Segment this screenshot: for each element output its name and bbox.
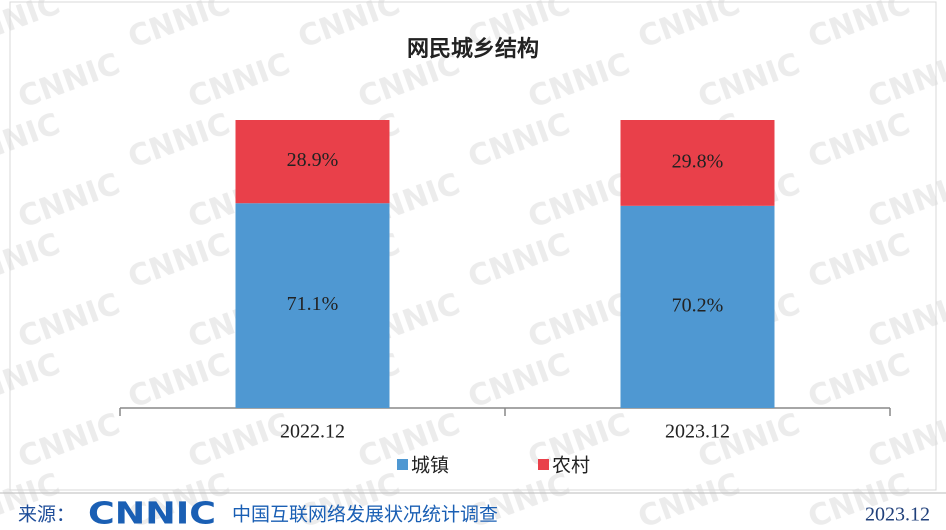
- watermark: CNNIC: [184, 47, 295, 116]
- legend-label: 城镇: [411, 455, 449, 477]
- bar-segment: [235, 203, 390, 408]
- watermark: CNNIC: [184, 407, 295, 476]
- legend-label: 农村: [552, 455, 590, 477]
- watermark: CNNIC: [634, 0, 745, 56]
- legend-swatch: [538, 459, 549, 470]
- watermark: CNNIC: [804, 0, 915, 56]
- watermark: CNNIC: [864, 167, 946, 236]
- watermark: CNNIC: [634, 467, 745, 530]
- x-tick-label: 2023.12: [665, 421, 730, 443]
- watermark: CNNIC: [464, 107, 575, 176]
- footer-logo: CNNIC: [88, 497, 216, 530]
- watermark: CNNIC: [524, 47, 635, 116]
- watermark: CNNIC: [804, 107, 915, 176]
- watermark: CNNIC: [864, 47, 946, 116]
- footer-source: 来源：: [18, 504, 75, 526]
- watermark: CNNIC: [124, 107, 235, 176]
- chart-title: 网民城乡结构: [407, 36, 539, 62]
- x-tick-label: 2022.12: [280, 421, 345, 443]
- footer-date: 2023.12: [865, 504, 930, 526]
- watermark: CNNIC: [124, 0, 235, 56]
- chart-frame: [9, 1, 937, 491]
- legend-swatch: [397, 459, 408, 470]
- data-label: 70.2%: [672, 295, 724, 317]
- watermark: CNNIC: [464, 347, 575, 416]
- watermark: CNNIC: [14, 287, 125, 356]
- bar-segment: [620, 120, 775, 206]
- data-label: 28.9%: [287, 149, 339, 171]
- watermark: CNNIC: [124, 227, 235, 296]
- watermark: CNNIC: [124, 347, 235, 416]
- watermark: CNNIC: [694, 47, 805, 116]
- watermark: CNNIC: [524, 167, 635, 236]
- data-label: 71.1%: [287, 293, 339, 315]
- watermark: CNNIC: [294, 0, 405, 56]
- watermark: CNNIC: [804, 347, 915, 416]
- bar-segment: [620, 205, 775, 408]
- watermark: CNNIC: [524, 287, 635, 356]
- watermark: CNNIC: [804, 227, 915, 296]
- watermark: CNNIC: [864, 407, 946, 476]
- watermark: CNNIC: [14, 167, 125, 236]
- footer-org: 中国互联网络发展状况统计调查: [232, 504, 498, 526]
- watermark: CNNIC: [14, 407, 125, 476]
- watermark: CNNIC: [464, 227, 575, 296]
- data-label: 29.8%: [672, 151, 724, 173]
- watermark: CNNIC: [14, 47, 125, 116]
- bar-segment: [235, 120, 390, 204]
- watermark: CNNIC: [864, 287, 946, 356]
